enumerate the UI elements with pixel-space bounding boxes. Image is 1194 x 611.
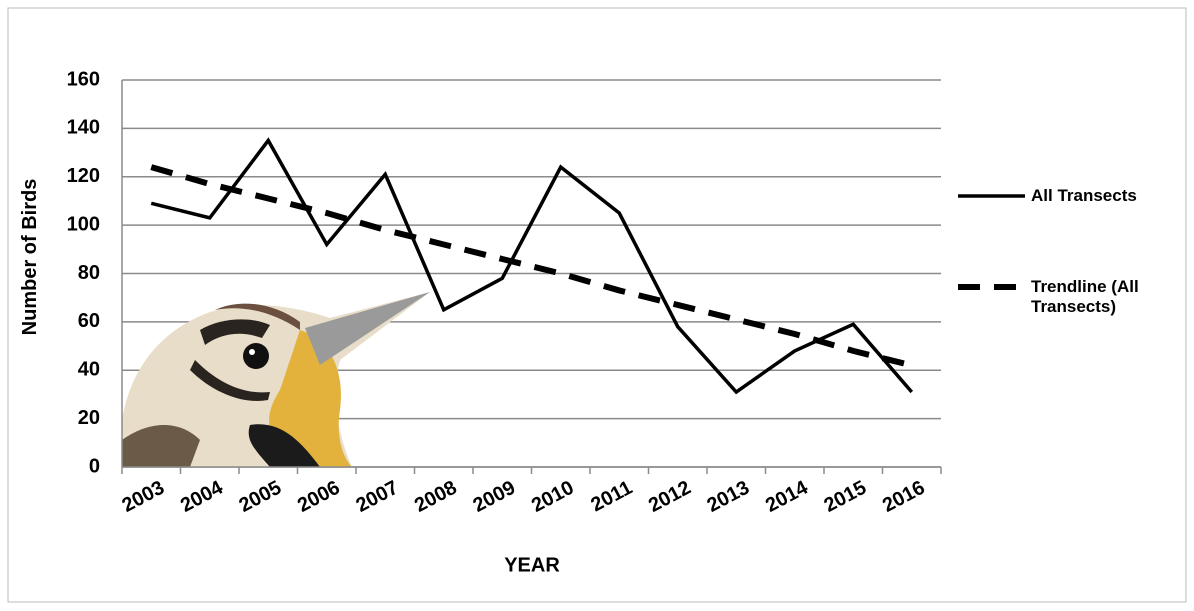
y-tick-label: 120 — [67, 165, 100, 187]
y-tick-label: 140 — [67, 117, 100, 139]
y-axis-title: Number of Birds — [19, 179, 41, 336]
y-tick-label: 40 — [78, 359, 100, 381]
y-tick-label: 100 — [67, 213, 100, 235]
data-line — [150, 137, 914, 395]
y-tick-label: 60 — [78, 310, 100, 332]
legend-label: All Transects — [1031, 186, 1137, 205]
y-tick-label: 0 — [89, 455, 100, 477]
y-tick-label: 20 — [78, 407, 100, 429]
frame — [7, 7, 1187, 603]
bird-illustration — [122, 292, 430, 467]
y-tick-label: 160 — [67, 68, 100, 90]
trendline — [150, 164, 913, 369]
x-axis-title: YEAR — [504, 554, 560, 576]
legend-label: Trendline (All Transects) — [1031, 277, 1139, 316]
y-tick-label: 80 — [78, 262, 100, 284]
